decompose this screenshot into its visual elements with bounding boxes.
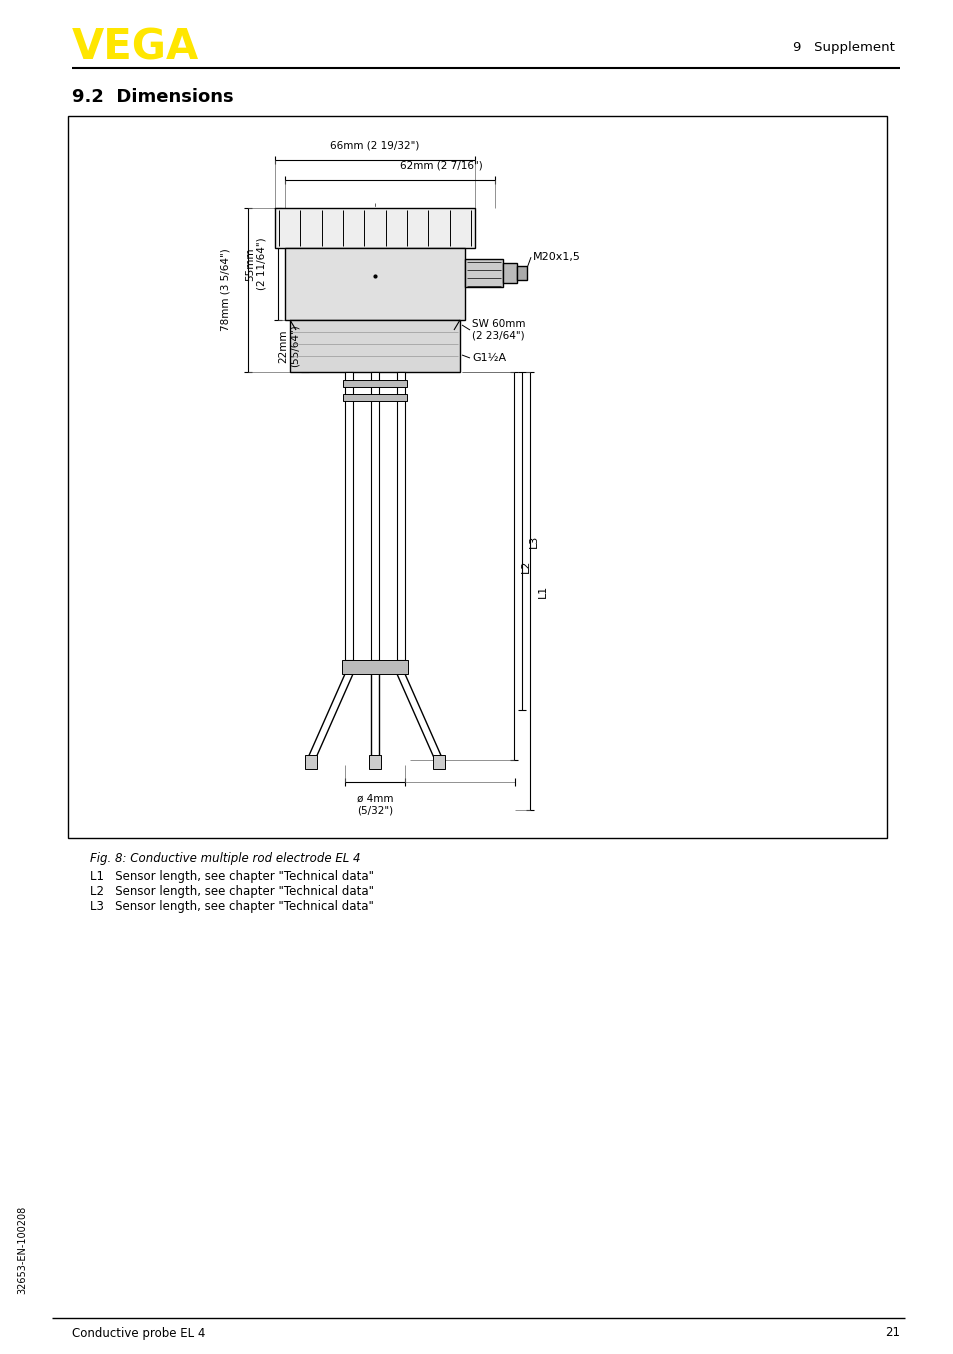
Bar — [371, 372, 378, 659]
Text: L3   Sensor length, see chapter "Technical data": L3 Sensor length, see chapter "Technical… — [90, 900, 374, 913]
Text: 22mm
(55/64"): 22mm (55/64") — [278, 325, 299, 367]
Text: L3: L3 — [529, 535, 538, 547]
Bar — [517, 267, 526, 280]
Bar — [502, 263, 517, 283]
Text: 21: 21 — [884, 1327, 899, 1339]
Bar — [464, 259, 502, 287]
Bar — [285, 248, 464, 320]
Bar — [343, 380, 407, 387]
Text: 78mm (3 5/64"): 78mm (3 5/64") — [221, 249, 231, 332]
Text: L2: L2 — [520, 559, 531, 573]
Bar — [433, 756, 444, 769]
Text: 55mm
(2 11/64"): 55mm (2 11/64") — [245, 238, 267, 290]
Text: Fig. 8: Conductive multiple rod electrode EL 4: Fig. 8: Conductive multiple rod electrod… — [90, 852, 360, 865]
Bar — [345, 372, 353, 659]
Bar — [343, 394, 407, 401]
Bar — [396, 372, 405, 659]
Text: 66mm (2 19/32"): 66mm (2 19/32") — [330, 141, 419, 152]
Text: L2   Sensor length, see chapter "Technical data": L2 Sensor length, see chapter "Technical… — [90, 886, 374, 898]
Text: L1: L1 — [537, 585, 547, 597]
Bar — [305, 756, 316, 769]
Text: L1   Sensor length, see chapter "Technical data": L1 Sensor length, see chapter "Technical… — [90, 871, 374, 883]
Text: SW 60mm
(2 23/64"): SW 60mm (2 23/64") — [472, 320, 525, 341]
Text: VEGA: VEGA — [71, 27, 199, 69]
Bar — [341, 659, 408, 674]
Text: 32653-EN-100208: 32653-EN-100208 — [17, 1206, 27, 1294]
Text: 9   Supplement: 9 Supplement — [792, 42, 894, 54]
Text: M20x1,5: M20x1,5 — [533, 252, 580, 263]
Bar — [68, 116, 886, 838]
Bar — [369, 756, 380, 769]
Bar — [290, 320, 459, 372]
Bar — [274, 209, 475, 248]
Text: 62mm (2 7/16"): 62mm (2 7/16") — [399, 161, 482, 171]
Text: 9.2  Dimensions: 9.2 Dimensions — [71, 88, 233, 106]
Text: ø 4mm
(5/32"): ø 4mm (5/32") — [356, 793, 393, 815]
Text: G1½A: G1½A — [472, 353, 506, 363]
Text: Conductive probe EL 4: Conductive probe EL 4 — [71, 1327, 205, 1339]
